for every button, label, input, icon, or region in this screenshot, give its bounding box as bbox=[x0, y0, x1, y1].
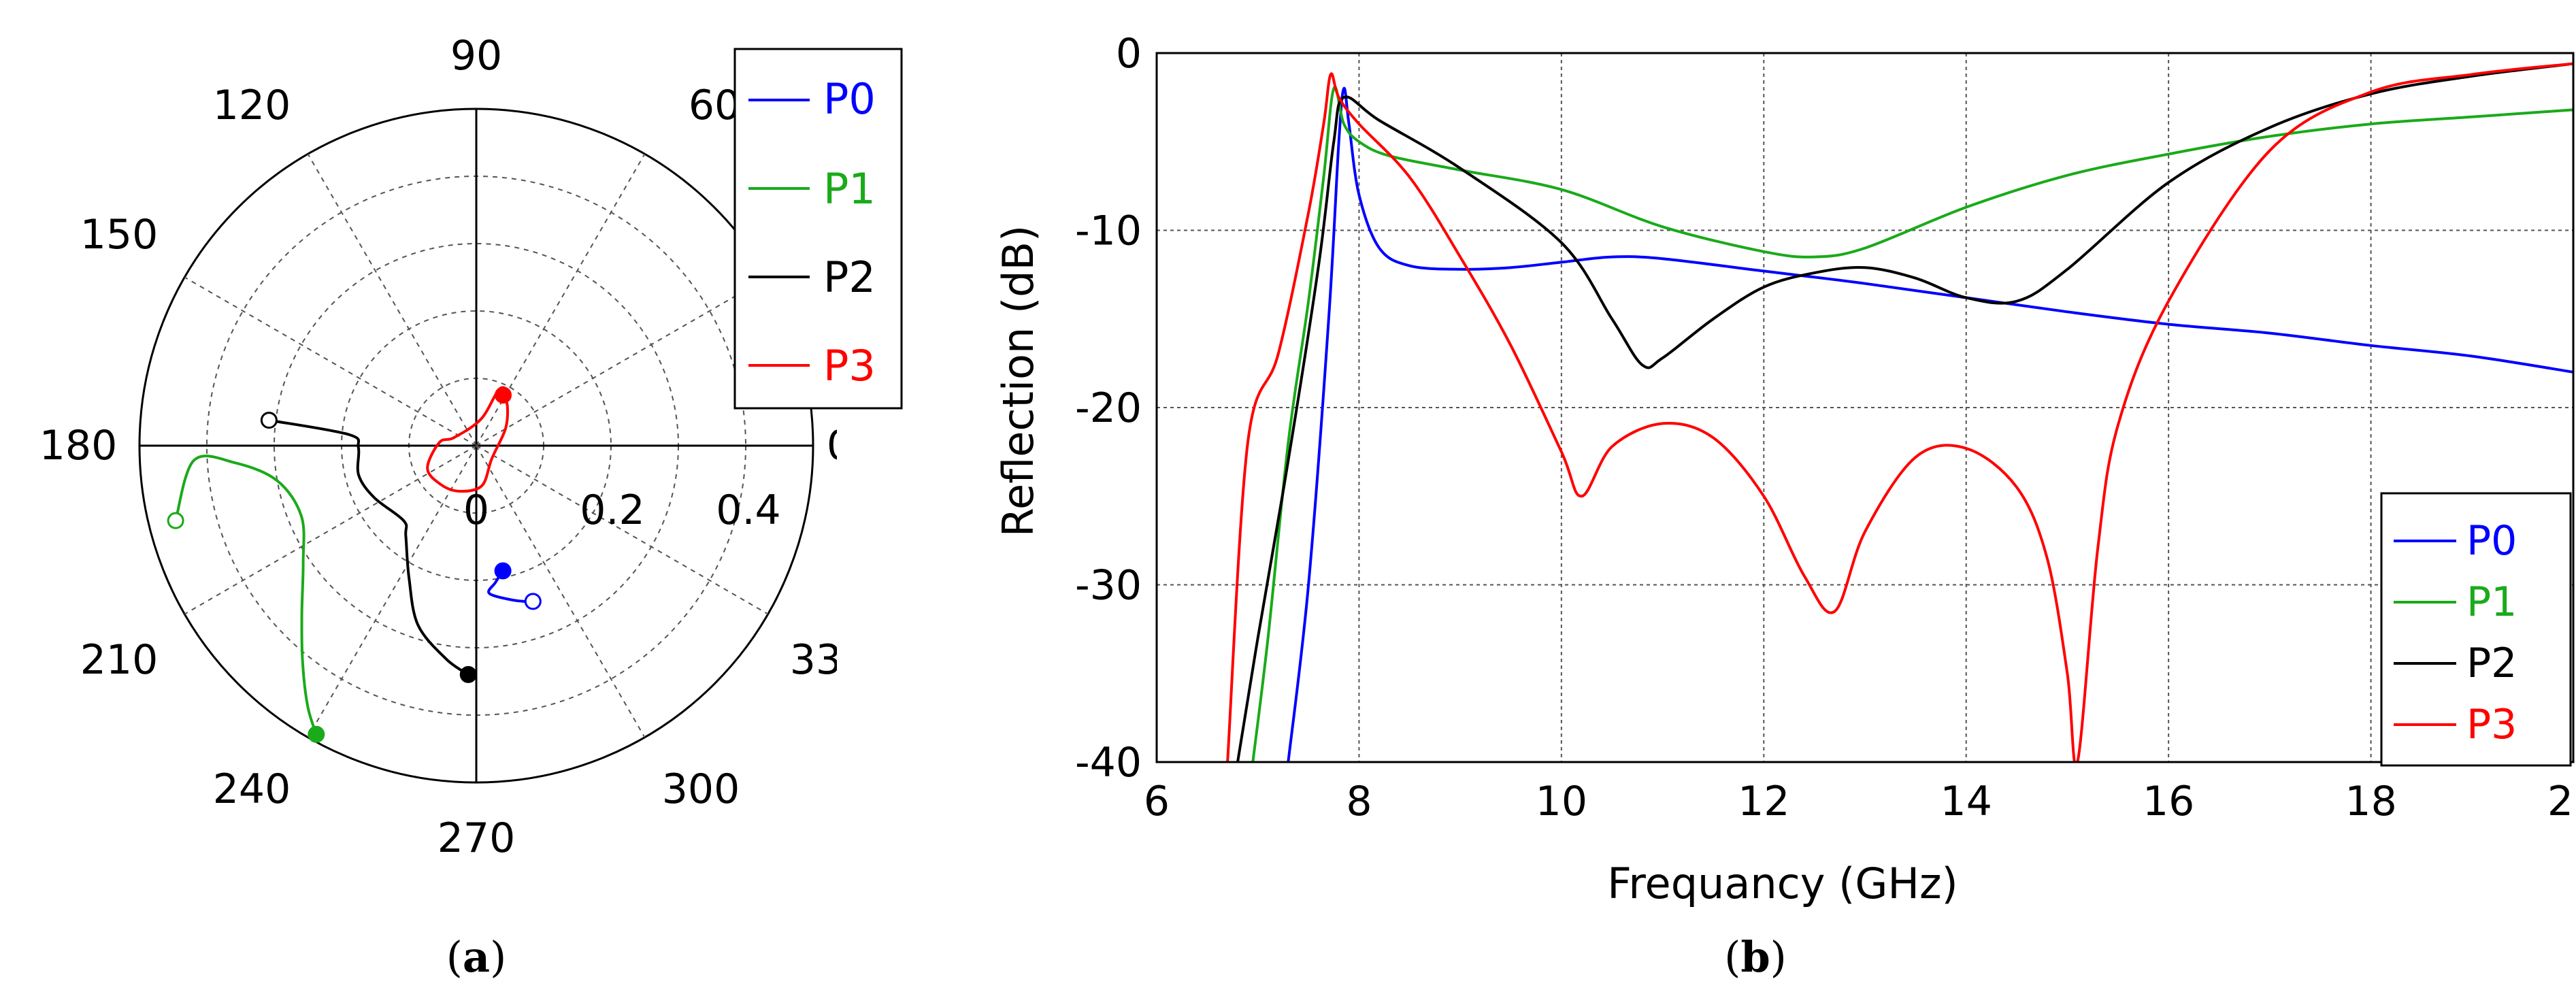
line-legend: P0 P1 P2 P3 bbox=[2380, 492, 2572, 767]
y-axis-label: Reflection (dB) bbox=[993, 225, 1043, 537]
line-series-p2 bbox=[1236, 62, 2573, 762]
caption-a-letter: a bbox=[462, 932, 491, 982]
radial-tick-0.2: 0.2 bbox=[580, 486, 644, 534]
caption-b-open: ( bbox=[1724, 932, 1741, 982]
angle-label-240: 240 bbox=[213, 765, 291, 813]
angle-label-210: 210 bbox=[80, 636, 159, 684]
polar-spoke bbox=[476, 445, 646, 738]
radial-tick-0: 0 bbox=[463, 486, 489, 534]
polar-spoke bbox=[184, 445, 477, 615]
line-legend-label-p3: P3 bbox=[2466, 701, 2517, 748]
x-tick-label: 8 bbox=[1346, 778, 1372, 825]
caption-a: (a) bbox=[415, 932, 538, 982]
polar-legend-label-p1: P1 bbox=[823, 164, 876, 214]
x-tick-label: 20 bbox=[2547, 778, 2576, 825]
caption-b-letter: b bbox=[1740, 932, 1770, 982]
caption-a-open: ( bbox=[446, 932, 463, 982]
line-legend-box bbox=[2380, 492, 2572, 767]
y-tick-label: -10 bbox=[1075, 208, 1142, 255]
line-series-layer bbox=[1226, 62, 2573, 762]
x-tick-label: 14 bbox=[1941, 778, 1992, 825]
polar-legend-label-p2: P2 bbox=[823, 252, 876, 302]
x-tick-label: 10 bbox=[1536, 778, 1587, 825]
polar-spoke bbox=[307, 445, 477, 738]
y-tick-label: -30 bbox=[1075, 562, 1142, 610]
angle-label-120: 120 bbox=[213, 82, 291, 129]
polar-start-marker-p2 bbox=[459, 665, 477, 683]
x-axis-label: Frequancy (GHz) bbox=[1607, 859, 1958, 908]
polar-spoke bbox=[184, 276, 477, 446]
x-tick-label: 12 bbox=[1738, 778, 1789, 825]
polar-end-marker-p0 bbox=[524, 593, 542, 610]
angle-label-300: 300 bbox=[662, 765, 740, 813]
polar-legend-label-p3: P3 bbox=[823, 341, 876, 391]
angle-label-330: 330 bbox=[790, 636, 837, 684]
angle-label-270: 270 bbox=[437, 814, 516, 862]
line-series-p0 bbox=[1287, 87, 2573, 762]
polar-legend-panel: P0 P1 P2 P3 bbox=[733, 48, 903, 410]
x-tick-label: 6 bbox=[1144, 778, 1170, 825]
plot-frame bbox=[1155, 52, 2575, 763]
angle-label-0: 0 bbox=[827, 422, 837, 469]
polar-trace-p1 bbox=[174, 455, 318, 735]
angle-label-90: 90 bbox=[450, 32, 502, 80]
x-tick-label: 18 bbox=[2345, 778, 2396, 825]
polar-start-marker-p3 bbox=[495, 386, 512, 404]
x-tick-label: 16 bbox=[2143, 778, 2194, 825]
polar-end-marker-p1 bbox=[167, 512, 184, 529]
polar-end-marker-p2 bbox=[260, 412, 278, 429]
y-tick-label: -20 bbox=[1075, 384, 1142, 432]
caption-b: (b) bbox=[1694, 932, 1817, 982]
line-legend-label-p0: P0 bbox=[2466, 517, 2517, 565]
caption-b-close: ) bbox=[1770, 932, 1787, 982]
caption-a-close: ) bbox=[490, 932, 507, 982]
line-grid bbox=[1157, 53, 2573, 762]
line-legend-label-p1: P1 bbox=[2466, 578, 2517, 626]
angle-label-150: 150 bbox=[80, 211, 159, 259]
polar-trace-p2 bbox=[269, 418, 469, 676]
polar-series-layer bbox=[167, 386, 542, 743]
polar-grid bbox=[138, 108, 814, 784]
polar-start-marker-p1 bbox=[308, 725, 325, 743]
angle-label-60: 60 bbox=[689, 82, 740, 129]
polar-start-marker-p0 bbox=[494, 562, 512, 580]
polar-spoke bbox=[476, 445, 769, 615]
x-tick-labels: 6 8 10 12 14 16 18 20 bbox=[1144, 778, 2576, 825]
line-legend-label-p2: P2 bbox=[2466, 640, 2517, 687]
polar-chart: 0 60 90 120 150 180 210 240 270 300 330 … bbox=[39, 32, 837, 862]
y-tick-labels: 0 -10 -20 -30 -40 bbox=[1075, 30, 1142, 787]
polar-legend-frame bbox=[733, 48, 903, 410]
polar-legend-label-p0: P0 bbox=[823, 74, 876, 124]
radial-tick-0.4: 0.4 bbox=[716, 486, 780, 534]
line-chart: 6 8 10 12 14 16 18 20 0 -10 -20 -30 -40 Frequancy (… bbox=[993, 30, 2576, 908]
polar-spoke bbox=[476, 276, 769, 446]
line-series-p1 bbox=[1251, 86, 2573, 762]
y-tick-label: -40 bbox=[1075, 739, 1142, 787]
y-tick-label: 0 bbox=[1116, 30, 1142, 78]
polar-spoke bbox=[307, 153, 477, 446]
angle-label-180: 180 bbox=[39, 422, 118, 469]
polar-trace-p3 bbox=[426, 386, 510, 493]
line-series-p3 bbox=[1226, 62, 2573, 762]
polar-spoke bbox=[476, 153, 646, 446]
